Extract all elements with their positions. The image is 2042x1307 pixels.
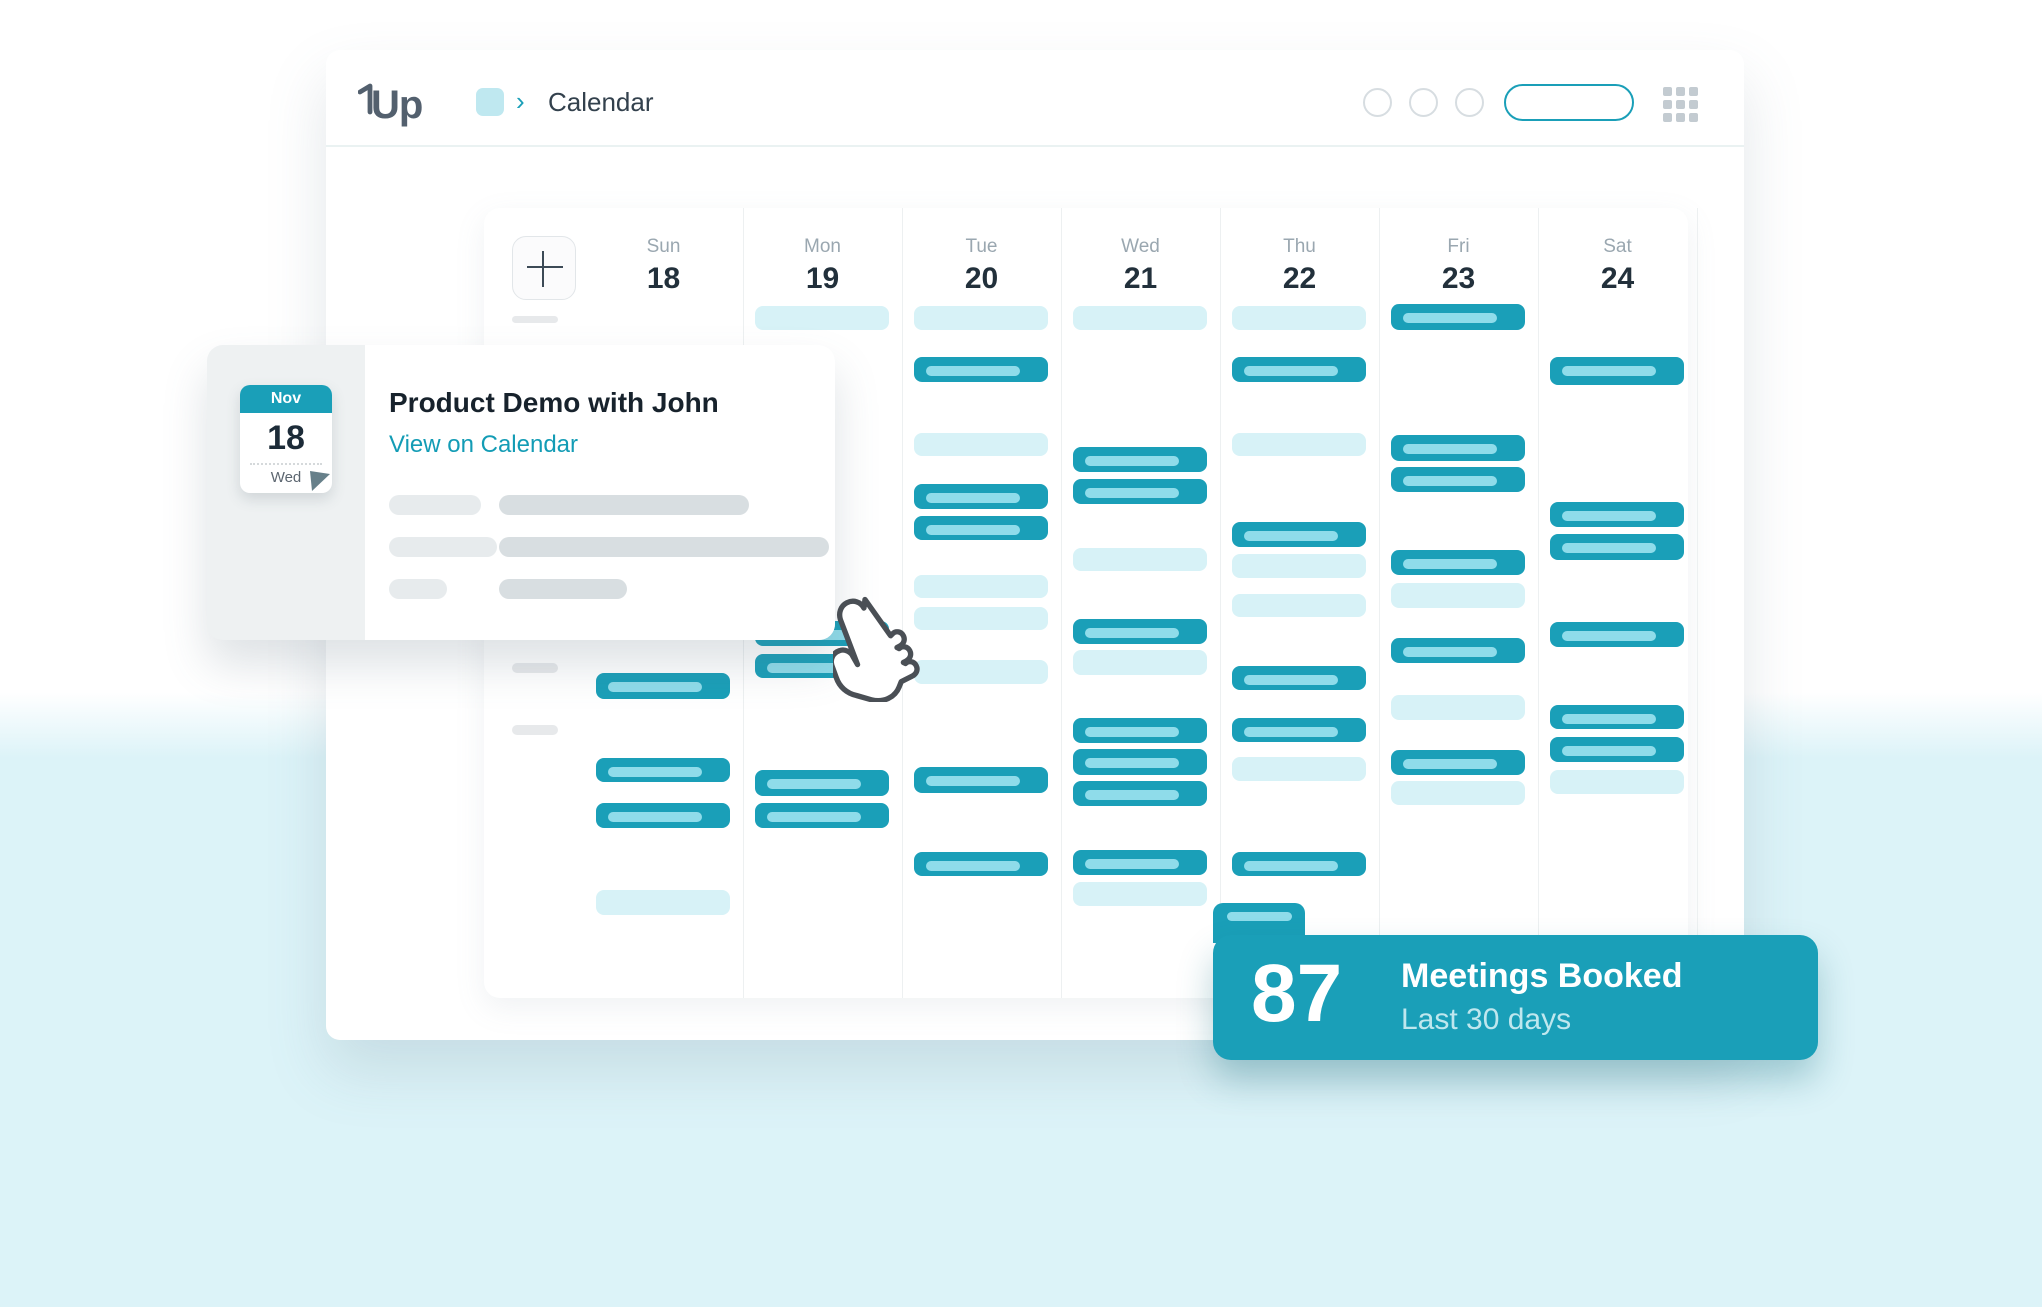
svg-text:Up: Up [371,83,422,127]
